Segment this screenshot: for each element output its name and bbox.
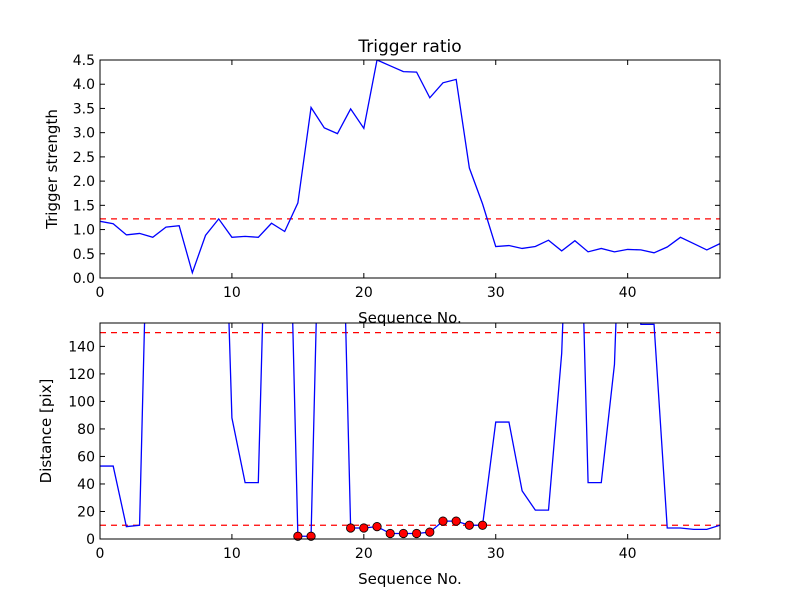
y-tick-label: 2.0 bbox=[73, 174, 95, 190]
y-tick-label: 4.5 bbox=[73, 53, 95, 69]
chart-title: Trigger ratio bbox=[357, 37, 461, 57]
data-point-marker bbox=[346, 523, 356, 533]
data-point-marker bbox=[451, 516, 461, 526]
y-tick-label: 140 bbox=[68, 339, 95, 355]
x-ticks: 0 10 20 30 40 bbox=[96, 60, 637, 301]
y-tick-label: 80 bbox=[77, 422, 95, 438]
y-tick-label: 20 bbox=[77, 504, 95, 520]
data-point-marker bbox=[306, 531, 316, 541]
y-tick-label: 0 bbox=[86, 532, 95, 548]
y-tick-label: 1.5 bbox=[73, 198, 95, 214]
y-tick-label: 0.5 bbox=[73, 247, 95, 263]
plot-frame bbox=[99, 322, 721, 540]
y-tick-label: 3.5 bbox=[73, 101, 95, 117]
x-tick-label: 20 bbox=[355, 546, 373, 562]
x-tick-label: 30 bbox=[487, 285, 505, 301]
distance-line bbox=[100, 323, 720, 537]
y-tick-label: 2.5 bbox=[73, 150, 95, 166]
data-point-marker bbox=[425, 527, 435, 537]
x-tick-label: 0 bbox=[96, 546, 105, 562]
data-point-marker bbox=[398, 528, 409, 539]
y-ticks: 0.0 0.5 1.0 1.5 2.0 2.5 3.0 3.5 4.0 4.5 bbox=[73, 53, 720, 287]
x-tick-label: 10 bbox=[223, 546, 241, 562]
y-tick-label: 60 bbox=[77, 449, 95, 465]
data-point-marker bbox=[464, 520, 474, 530]
distance-subplot: 0 10 20 30 40 0 20 40 60 80 100 120 140 Sequence No… bbox=[37, 322, 721, 588]
data-point-marker bbox=[293, 531, 303, 541]
y-tick-label: 40 bbox=[77, 477, 95, 493]
data-point-marker bbox=[438, 516, 448, 526]
x-tick-label: 40 bbox=[619, 285, 637, 301]
markers bbox=[293, 516, 488, 541]
x-tick-label: 30 bbox=[487, 546, 505, 562]
x-axis-label: Sequence No. bbox=[358, 570, 462, 588]
x-tick-label: 20 bbox=[355, 285, 373, 301]
x-tick-label: 40 bbox=[619, 546, 637, 562]
data-point-marker bbox=[359, 523, 369, 533]
y-axis-label: Trigger strength bbox=[43, 109, 61, 230]
y-tick-label: 3.0 bbox=[73, 126, 95, 142]
data-point-marker bbox=[411, 528, 422, 539]
data-point-marker bbox=[477, 520, 488, 530]
y-tick-label: 120 bbox=[68, 367, 95, 383]
trigger-strength-line bbox=[100, 60, 720, 275]
y-tick-label: 1.0 bbox=[73, 223, 95, 239]
y-ticks: 0 20 40 60 80 100 120 140 bbox=[68, 339, 720, 548]
threshold-lines bbox=[100, 332, 720, 526]
data-point-marker bbox=[385, 528, 395, 539]
x-tick-label: 0 bbox=[96, 285, 105, 301]
x-tick-label: 10 bbox=[223, 285, 241, 301]
x-ticks: 0 10 20 30 40 bbox=[96, 323, 637, 562]
plot-frame bbox=[99, 59, 721, 279]
x-axis-label: Sequence No. bbox=[358, 309, 462, 327]
y-tick-label: 0.0 bbox=[73, 271, 95, 287]
y-tick-label: 100 bbox=[68, 394, 95, 410]
y-tick-label: 4.0 bbox=[73, 77, 95, 93]
y-axis-label: Distance [pix] bbox=[37, 379, 55, 484]
data-point-marker bbox=[372, 522, 382, 532]
